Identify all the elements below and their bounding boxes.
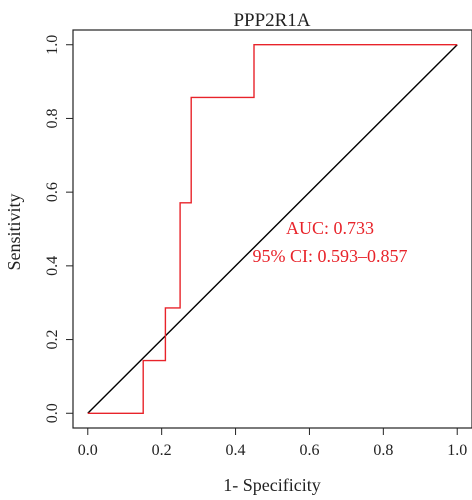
x-tick-label: 0.2 — [152, 442, 172, 459]
diagonal-reference-line — [87, 44, 458, 414]
chart-title: PPP2R1A — [233, 10, 310, 31]
x-axis-label: 1- Specificity — [223, 475, 320, 495]
y-axis: 0.0 0.2 0.4 0.6 0.8 1.0 — [44, 35, 73, 423]
x-tick-label: 1.0 — [447, 442, 467, 459]
ci-annotation: 95% CI: 0.593–0.857 — [253, 246, 408, 266]
y-tick-label: 0.2 — [44, 330, 61, 350]
x-tick-label: 0.0 — [78, 442, 98, 459]
x-tick-label: 0.8 — [373, 442, 393, 459]
y-tick-label: 0.0 — [44, 403, 61, 423]
y-tick-label: 0.6 — [44, 182, 61, 202]
plot-frame — [72, 29, 472, 429]
x-axis: 0.0 0.2 0.4 0.6 0.8 1.0 — [78, 428, 467, 459]
y-tick-label: 0.4 — [44, 256, 61, 276]
roc-curve — [87, 44, 458, 414]
y-tick-label: 0.8 — [44, 108, 61, 128]
auc-annotation: AUC: 0.733 — [286, 218, 374, 238]
y-axis-label: Sensitivity — [4, 193, 24, 270]
x-tick-label: 0.6 — [299, 442, 319, 459]
y-tick-label: 1.0 — [44, 35, 61, 55]
plot-lines — [87, 44, 458, 414]
x-tick-label: 0.4 — [226, 442, 246, 459]
